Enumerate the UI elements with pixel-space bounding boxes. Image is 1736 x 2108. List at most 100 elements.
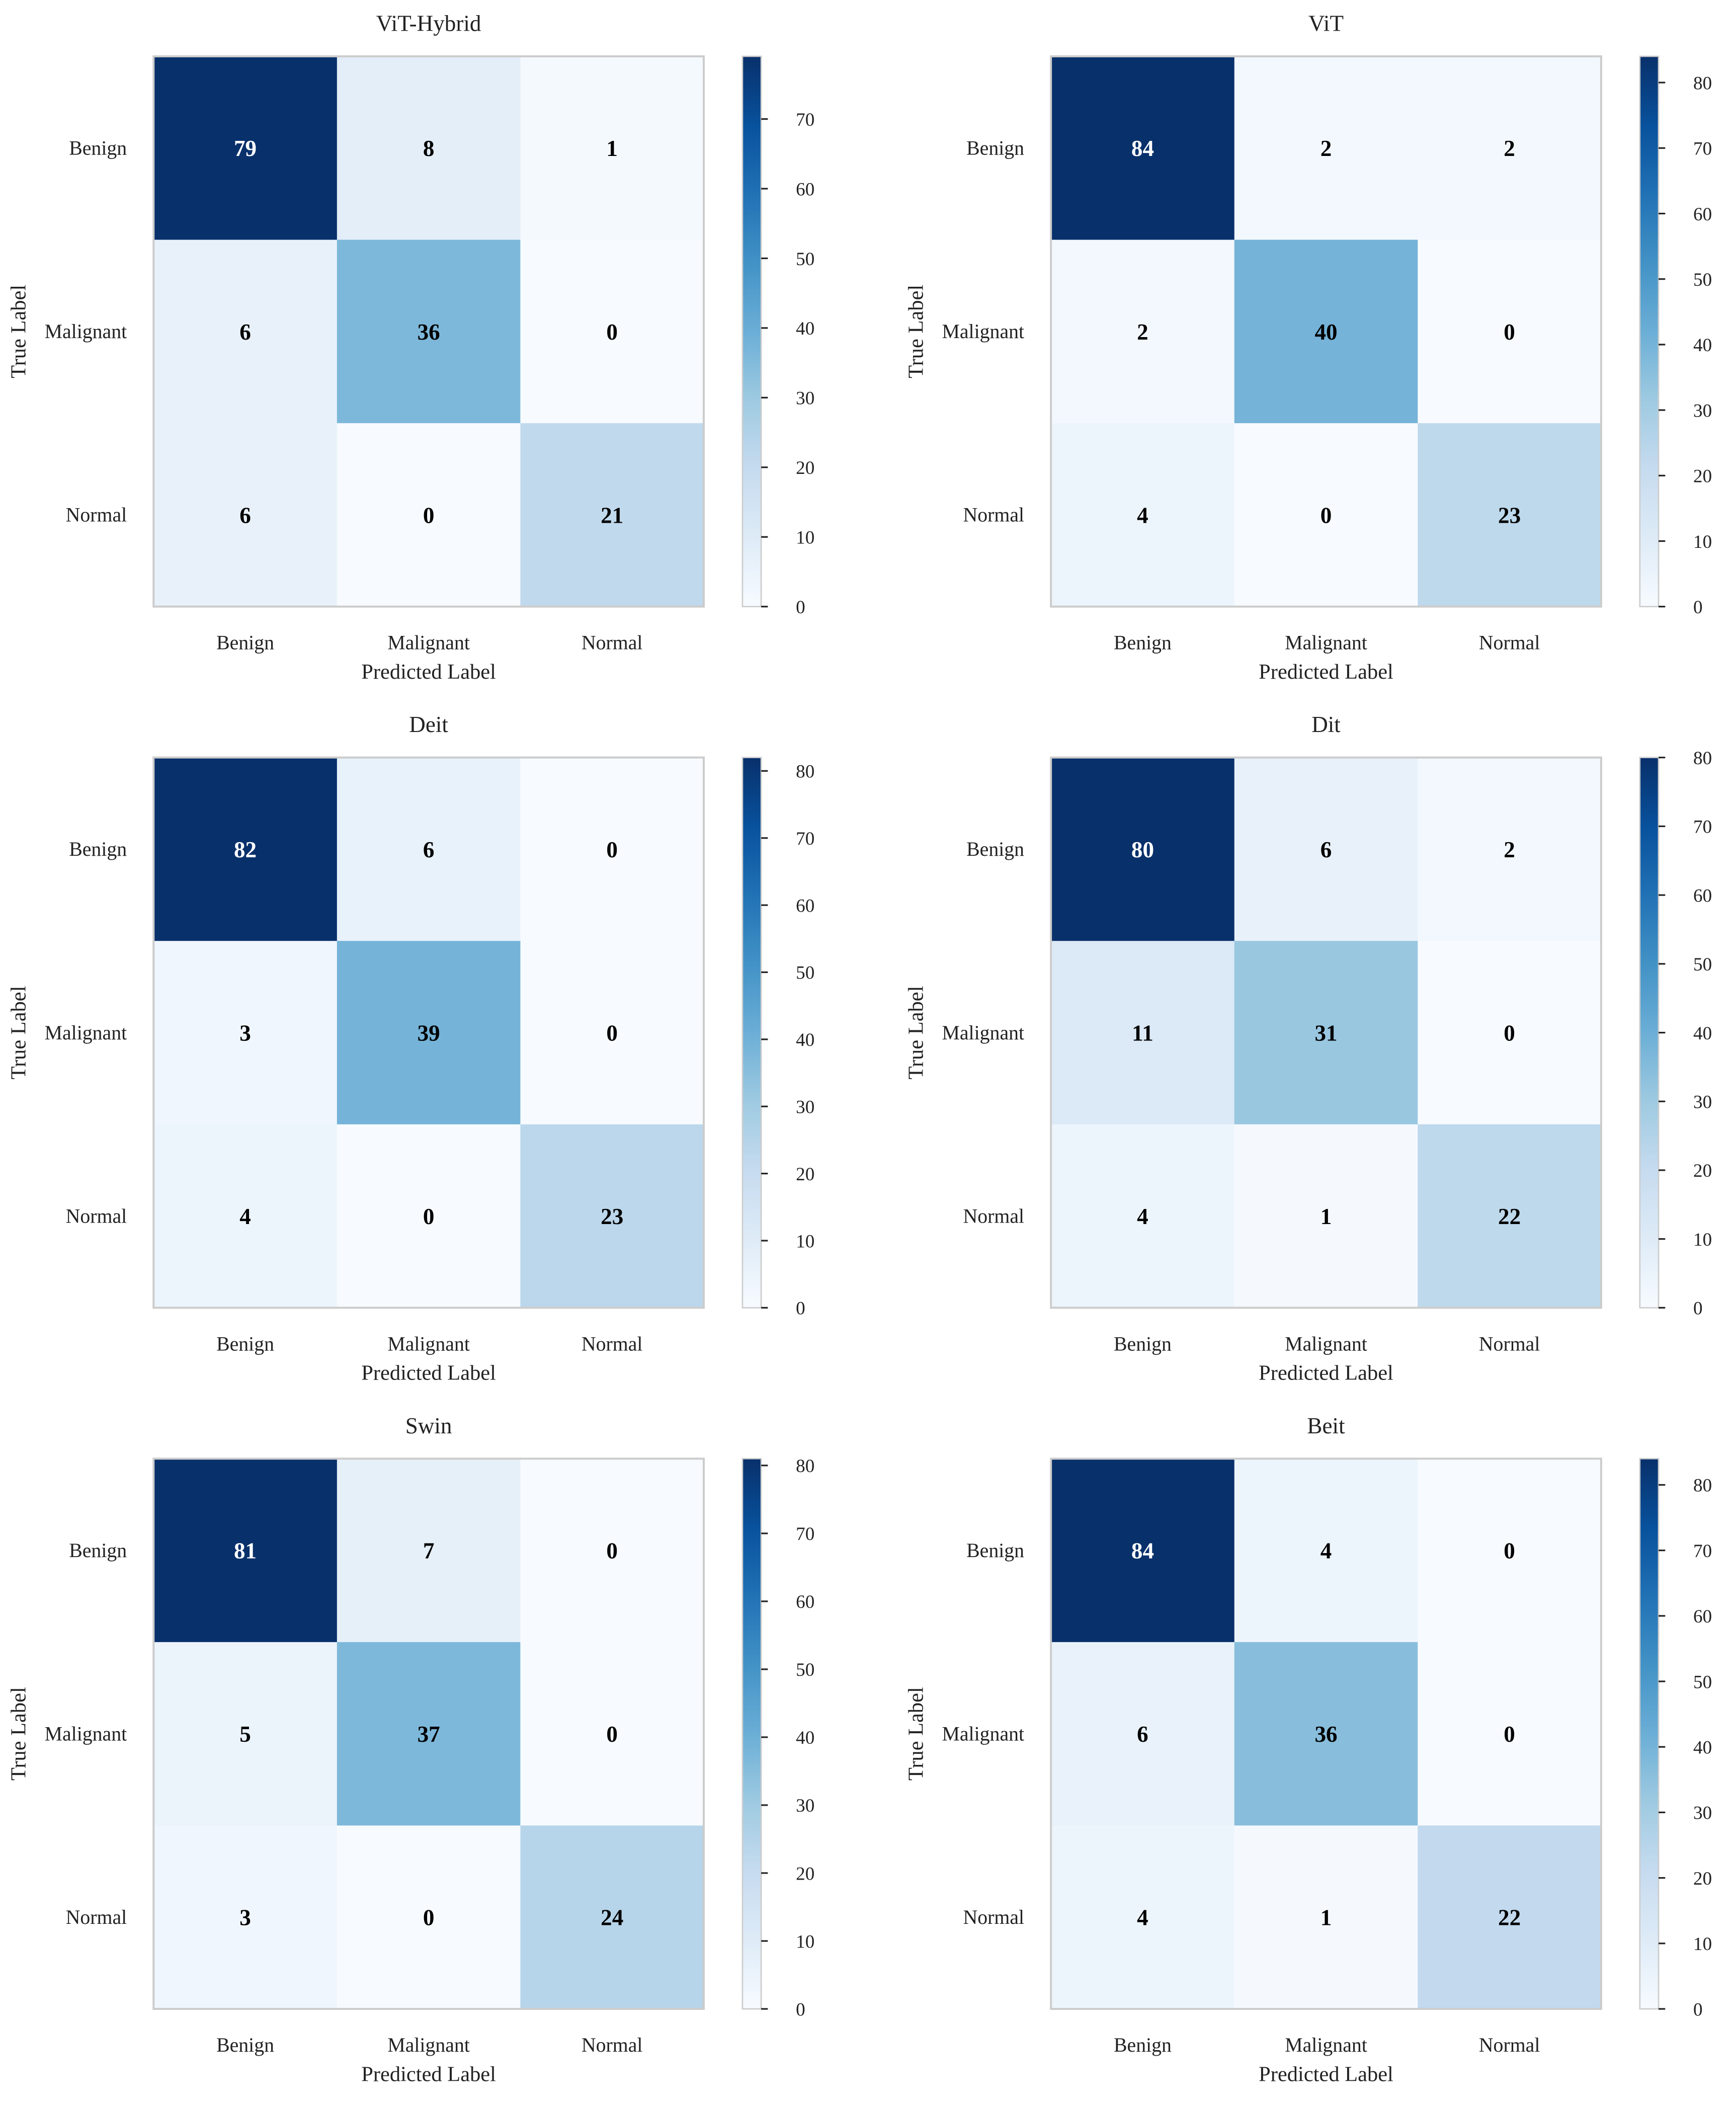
colorbar-tick-label: 30 xyxy=(796,1097,814,1118)
heatmap-cell xyxy=(1418,56,1602,240)
heatmap-cell xyxy=(520,757,705,942)
colorbar-tick-label: 60 xyxy=(1693,204,1712,225)
heatmap-cell xyxy=(337,56,521,240)
cell-value: 36 xyxy=(418,319,440,345)
y-tick-label: Benign xyxy=(966,838,1024,860)
colorbar-tick-label: 30 xyxy=(1693,1092,1712,1113)
heatmap-cell xyxy=(520,1124,705,1309)
heatmap-cell xyxy=(153,56,338,240)
x-tick-label: Malignant xyxy=(1285,1333,1367,1355)
x-axis-label: Predicted Label xyxy=(361,2062,496,2086)
colorbar-tick-label: 10 xyxy=(796,1231,814,1252)
colorbar xyxy=(1639,757,1660,1309)
cell-value: 0 xyxy=(1504,1722,1515,1747)
cell-value: 4 xyxy=(1137,1204,1148,1229)
panel-title: Beit xyxy=(1307,1413,1345,1438)
panel-title: Swin xyxy=(405,1413,452,1438)
heatmap-cell xyxy=(153,941,338,1125)
cell-value: 40 xyxy=(1314,319,1337,345)
colorbar-tick-label: 20 xyxy=(796,1164,814,1185)
y-tick-label: Benign xyxy=(69,838,127,860)
cell-value: 39 xyxy=(418,1020,440,1045)
heatmap-cell xyxy=(1051,423,1235,608)
cell-value: 4 xyxy=(239,1204,251,1229)
heatmap-cell xyxy=(337,1825,521,2010)
cell-value: 0 xyxy=(606,1722,618,1747)
colorbar-tick-label: 50 xyxy=(1693,270,1712,290)
x-tick-label: Benign xyxy=(216,1333,274,1355)
heatmap-cell xyxy=(1418,941,1602,1125)
colorbar-tick-label: 0 xyxy=(796,1299,805,1319)
cell-value: 1 xyxy=(606,136,618,161)
colorbar xyxy=(741,1458,762,2010)
x-tick-label: Benign xyxy=(1114,2034,1172,2056)
y-axis-label: True Label xyxy=(7,1687,30,1780)
colorbar-tick-label: 10 xyxy=(796,528,814,548)
cell-value: 37 xyxy=(418,1722,440,1747)
matrix-frame xyxy=(1050,1457,1602,2010)
colorbar-tick-label: 30 xyxy=(796,388,814,409)
colorbar-tick-label: 80 xyxy=(1693,748,1712,769)
colorbar-tick-label: 40 xyxy=(796,318,814,339)
x-axis-label: Predicted Label xyxy=(361,1361,496,1385)
heatmap-cell xyxy=(337,1124,521,1309)
matrix-frame xyxy=(152,1457,705,2010)
cell-value: 6 xyxy=(1137,1722,1148,1747)
heatmap-cell xyxy=(1051,941,1235,1125)
cell-value: 3 xyxy=(239,1020,251,1045)
colorbar-tick-label: 20 xyxy=(1693,1161,1712,1181)
cell-value: 0 xyxy=(1320,503,1332,528)
heatmap-cell xyxy=(153,239,338,424)
y-tick-label: Malignant xyxy=(45,320,127,343)
heatmap-cell xyxy=(1051,239,1235,424)
colorbar-tick-label: 50 xyxy=(1693,954,1712,975)
colorbar xyxy=(741,55,762,608)
x-tick-label: Normal xyxy=(1479,632,1540,654)
colorbar-tick-label: 10 xyxy=(1693,1934,1712,1955)
cell-value: 0 xyxy=(1504,1020,1515,1045)
heatmap-cell xyxy=(1418,1642,1602,1826)
matrix-frame xyxy=(1050,55,1602,608)
y-axis-label: True Label xyxy=(7,986,30,1080)
cell-value: 3 xyxy=(239,1905,251,1930)
colorbar-tick-label: 60 xyxy=(1693,885,1712,906)
heatmap-cell xyxy=(1234,1642,1419,1826)
colorbar-tick-label: 60 xyxy=(796,1592,814,1612)
x-axis-label: Predicted Label xyxy=(1259,1361,1393,1385)
cell-value: 24 xyxy=(601,1905,623,1930)
heatmap-cell xyxy=(337,1458,521,1643)
colorbar-tick-label: 70 xyxy=(1693,139,1712,159)
heatmap-cell xyxy=(1051,1458,1235,1643)
y-tick-label: Normal xyxy=(963,504,1025,526)
colorbar-tick-label: 80 xyxy=(796,762,814,782)
cell-value: 21 xyxy=(601,503,623,528)
cell-value: 79 xyxy=(234,136,257,161)
heatmap-cell xyxy=(1234,1124,1419,1309)
x-tick-label: Normal xyxy=(582,2034,643,2056)
y-tick-label: Normal xyxy=(66,1906,127,1928)
heatmap-cell xyxy=(337,757,521,942)
cell-value: 0 xyxy=(606,837,618,862)
colorbar-tick-label: 40 xyxy=(1693,335,1712,356)
colorbar-tick-label: 70 xyxy=(1693,817,1712,838)
x-tick-label: Benign xyxy=(216,2034,274,2056)
heatmap-cell xyxy=(520,1458,705,1643)
cell-value: 1 xyxy=(1320,1204,1332,1229)
colorbar-tick-label: 50 xyxy=(796,963,814,984)
x-tick-label: Malignant xyxy=(387,1333,470,1355)
colorbar-tick-label: 60 xyxy=(1693,1606,1712,1627)
colorbar xyxy=(1639,55,1660,608)
y-tick-label: Malignant xyxy=(942,1723,1024,1745)
cell-value: 0 xyxy=(1504,1538,1515,1564)
heatmap-cell xyxy=(520,56,705,240)
colorbar-tick-label: 10 xyxy=(1693,1230,1712,1250)
heatmap-cell xyxy=(337,1642,521,1826)
cell-value: 6 xyxy=(423,837,435,862)
colorbar-tick-label: 30 xyxy=(796,1796,814,1816)
cell-value: 84 xyxy=(1131,136,1154,161)
colorbar-tick-label: 30 xyxy=(1693,400,1712,421)
x-tick-label: Normal xyxy=(582,1333,643,1355)
colorbar-tick-label: 0 xyxy=(796,597,805,618)
